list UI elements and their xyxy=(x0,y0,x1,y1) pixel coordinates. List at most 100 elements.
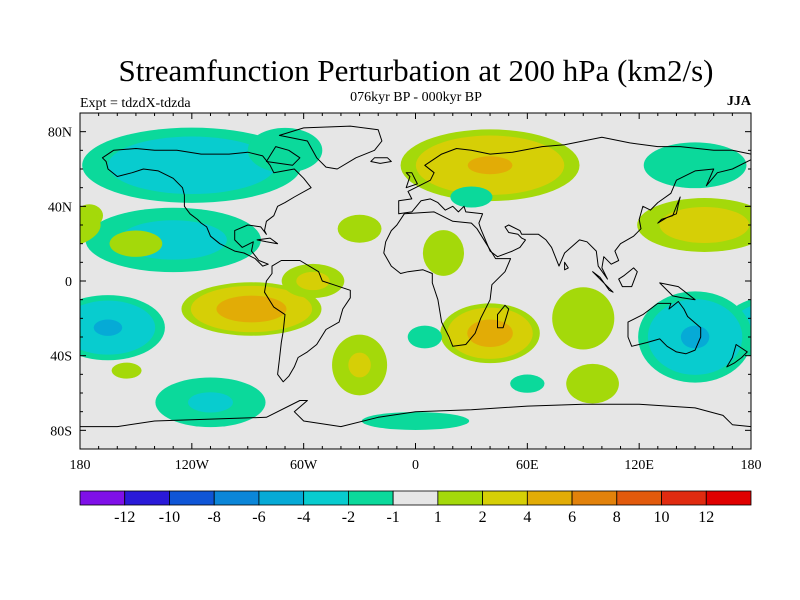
x-tick-label: 120W xyxy=(175,458,210,473)
map-area xyxy=(0,113,800,449)
contour-band-0 xyxy=(753,128,800,203)
contour-band-3 xyxy=(781,230,800,256)
colorbar-swatch xyxy=(124,490,170,506)
chart-title: Streamfunction Perturbation at 200 hPa (… xyxy=(119,53,714,88)
coastline-new-guinea xyxy=(659,282,696,301)
contour-band-23 xyxy=(361,412,470,430)
coastlines xyxy=(80,125,751,449)
y-tick-label: 0 xyxy=(65,275,72,290)
contour-band-16 xyxy=(10,326,38,349)
colorbar-swatch xyxy=(437,490,484,506)
coastline-antarctica xyxy=(80,400,751,449)
coastline-greenland xyxy=(278,125,383,170)
contour-band-5 xyxy=(467,156,513,175)
colorbar-swatch xyxy=(169,490,215,506)
contour-band-0 xyxy=(779,137,800,194)
season-label: JJA xyxy=(727,94,752,109)
contour-band-22 xyxy=(510,374,545,393)
contour-band-16 xyxy=(80,328,82,346)
coastline-new-zealand xyxy=(726,344,748,368)
colorbar-label: 1 xyxy=(434,509,442,526)
coastline-africa xyxy=(383,211,512,347)
y-tick-label: 80S xyxy=(50,424,72,439)
period-label: 076kyr BP - 000kyr BP xyxy=(350,90,482,105)
contour-band-7 xyxy=(0,142,75,188)
contour-band-17 xyxy=(187,392,233,413)
x-tick-label: 180 xyxy=(70,458,91,473)
x-tick-label: 120E xyxy=(624,458,654,473)
coastline-britain xyxy=(405,172,418,189)
colorbar-label: 4 xyxy=(523,509,531,526)
contour-field xyxy=(0,127,800,430)
colorbar-swatch xyxy=(213,490,260,506)
coastline-madagascar xyxy=(497,304,510,329)
x-tick-label: 60E xyxy=(516,458,539,473)
colorbar-swatch xyxy=(79,490,126,506)
contour-band-15 xyxy=(552,287,615,350)
colorbar-swatch xyxy=(526,490,573,506)
colorbar-swatch xyxy=(616,490,662,506)
contour-band-19 xyxy=(566,363,619,404)
coastline-eurasia xyxy=(398,136,751,280)
coastline-sumatra xyxy=(592,271,614,293)
contour-band-0 xyxy=(108,136,276,195)
coastline-south-america xyxy=(264,260,351,383)
colorbar: -12 -10 -8 -6 -4 -2 -1 1 2 4 6 8 10 12 xyxy=(79,490,752,526)
contour-band-18 xyxy=(348,352,371,378)
contour-band-16 xyxy=(680,325,710,349)
coastline-iceland xyxy=(370,157,392,164)
coastline-borneo xyxy=(618,267,638,288)
colorbar-label: -2 xyxy=(342,509,355,526)
contour-band-14 xyxy=(467,319,513,347)
contour-band-9 xyxy=(337,214,382,243)
x-tick-label: 60W xyxy=(290,458,318,473)
y-tick-label: 40N xyxy=(48,200,72,215)
colorbar-swatch xyxy=(347,490,394,506)
colorbar-label: -12 xyxy=(114,509,135,526)
contour-band-21 xyxy=(407,325,442,349)
colorbar-label: -4 xyxy=(297,509,310,526)
contour-band-6 xyxy=(450,186,493,208)
colorbar-label: 10 xyxy=(654,509,670,526)
contour-band-13 xyxy=(765,320,793,336)
coastline-baffin-island xyxy=(265,146,301,166)
coastline-sri-lanka xyxy=(564,261,569,271)
colorbar-label: -6 xyxy=(252,509,265,526)
colorbar-label: -1 xyxy=(386,509,399,526)
colorbar-label: -10 xyxy=(159,509,180,526)
colorbar-swatch xyxy=(258,490,305,506)
colorbar-label: 8 xyxy=(613,509,621,526)
contour-band-2 xyxy=(756,208,800,272)
experiment-label: Expt = tdzdX-tdzda xyxy=(80,96,191,111)
contour-band-3 xyxy=(109,230,163,257)
coastline-japan xyxy=(657,196,681,224)
coastline-north-america xyxy=(101,148,312,267)
contour-band-10 xyxy=(422,230,465,276)
y-tick-label: 40S xyxy=(50,350,72,365)
contour-band-2 xyxy=(790,220,800,259)
colorbar-swatch xyxy=(705,490,752,506)
colorbar-swatch xyxy=(482,490,528,506)
contour-band-8 xyxy=(80,205,101,245)
colorbar-label: 2 xyxy=(479,509,487,526)
contour-band-7 xyxy=(643,142,747,189)
colorbar-swatch xyxy=(571,490,618,506)
contour-band-1 xyxy=(247,127,323,173)
colorbar-label: 6 xyxy=(568,509,576,526)
colorbar-swatch xyxy=(303,490,349,506)
x-tick-label: 180 xyxy=(741,458,762,473)
contour-band-12 xyxy=(296,271,330,291)
x-tick-label: 0 xyxy=(412,458,419,473)
colorbar-swatch xyxy=(392,490,439,506)
colorbar-label: -8 xyxy=(208,509,221,526)
colorbar-swatch xyxy=(661,490,707,506)
coastline-australia xyxy=(627,301,702,355)
colorbar-label: 12 xyxy=(698,509,714,526)
contour-band-20 xyxy=(783,363,800,379)
coastline-cuba xyxy=(256,237,279,245)
map-axes: 180 120W 60W 0 60E 120E 180 80N 40N 0 40S 80S xyxy=(48,112,762,473)
contour-band-20 xyxy=(111,362,142,379)
y-tick-label: 80N xyxy=(48,126,72,141)
contour-band-13 xyxy=(93,319,123,336)
